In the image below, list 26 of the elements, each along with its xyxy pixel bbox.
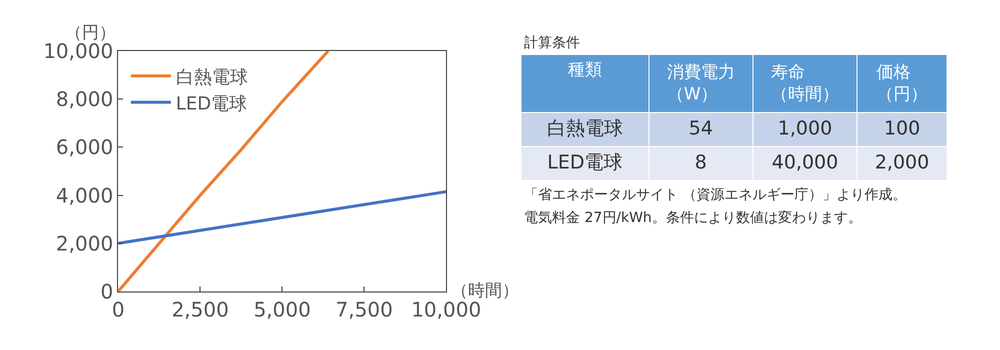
- y-tick-label: 6,000: [56, 135, 114, 160]
- x-tick-label: 5,000: [254, 297, 311, 322]
- legend-label: LED電球: [176, 93, 248, 114]
- text: 消費電力（W）: [666, 62, 735, 104]
- y-tick-label: 4,000: [56, 183, 114, 208]
- text: 価格（円）: [876, 62, 928, 104]
- text: 1,000: [778, 118, 832, 140]
- line-series: [118, 51, 330, 292]
- x-tick-label: 2,500: [172, 297, 229, 322]
- text: 8: [694, 152, 707, 174]
- y-tick-label: 0: [100, 279, 114, 304]
- text: 2,000: [874, 152, 930, 174]
- text: 白熱電球: [546, 118, 623, 140]
- text: 54: [688, 118, 713, 140]
- text: LED電球: [547, 152, 622, 174]
- text: 電気料金 27円/kWh。条件により数値は変わります。: [524, 210, 862, 226]
- y-tick-label: 8,000: [56, 87, 114, 112]
- text: 40,000: [772, 152, 838, 174]
- y-tick-label: 2,000: [56, 231, 114, 256]
- text: 「省エネポータルサイト （資源エネルギー庁）」より作成。: [524, 187, 906, 203]
- text: 種類: [568, 60, 602, 80]
- x-tick-label: 7,500: [336, 297, 393, 322]
- text: 計算条件: [524, 35, 580, 51]
- legend-label: 白熱電球: [176, 66, 248, 88]
- text: 寿命（時間）: [770, 62, 839, 104]
- text: 100: [884, 118, 920, 140]
